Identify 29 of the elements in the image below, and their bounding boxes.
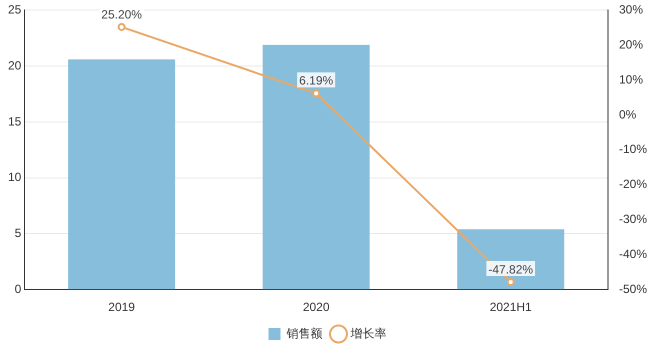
bar [457, 229, 564, 290]
y2-tick-label: -30% [618, 212, 648, 226]
y2-tick-label: 10% [618, 72, 644, 86]
y2-tick-label: -40% [618, 246, 648, 261]
point [118, 22, 126, 31]
legend-label: 增长率 [350, 326, 386, 340]
y2-tick-label: 0% [618, 107, 637, 122]
y-tick-label: 10 [8, 170, 22, 184]
x-tick-label: 2019 [108, 300, 136, 314]
y-tick-label: 20 [8, 58, 22, 72]
y-tick-label: 25 [8, 2, 22, 17]
y2-tick-label: -50% [618, 282, 648, 296]
y2-tick-label: 20% [618, 37, 644, 52]
data-label: 6.19% [299, 74, 334, 88]
point [506, 278, 515, 286]
y-tick-label: 0 [14, 282, 22, 296]
y2-tick-label: -10% [618, 142, 648, 156]
y-tick-label: 5 [14, 226, 22, 240]
data-label: -47.82% [488, 262, 534, 276]
legend-label: 销售额 [286, 326, 322, 340]
bar [262, 44, 370, 290]
bar [68, 59, 176, 290]
x-tick-label: 2021H1 [490, 300, 532, 314]
data-label: 25.20% [101, 7, 142, 22]
y2-tick-label: -20% [618, 177, 648, 192]
point [312, 89, 320, 98]
x-tick-label: 2020 [302, 300, 330, 314]
y2-tick-label: 30% [618, 2, 644, 17]
y-tick-label: 15 [8, 114, 22, 128]
